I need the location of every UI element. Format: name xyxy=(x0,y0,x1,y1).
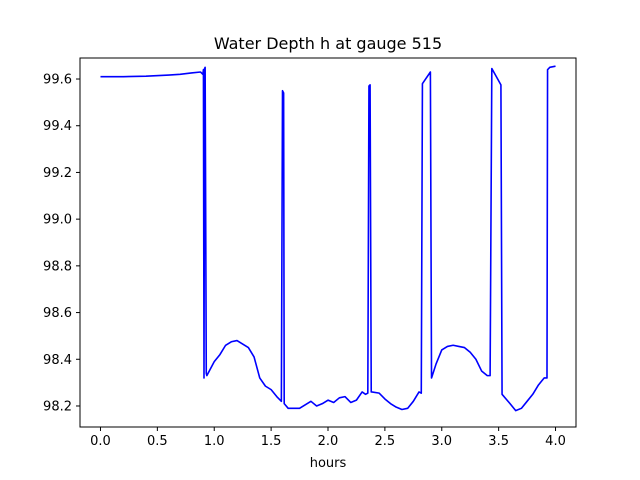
y-axis: 98.2 98.4 98.6 98.8 99.0 99.2 99.4 99.6 xyxy=(43,73,80,414)
x-tick-label: 2.0 xyxy=(318,434,339,449)
chart-title: Water Depth h at gauge 515 xyxy=(214,34,442,53)
x-tick-label: 1.0 xyxy=(204,434,225,449)
x-tick-label: 3.5 xyxy=(488,434,509,449)
y-tick-label: 98.2 xyxy=(43,399,72,414)
y-tick-label: 99.4 xyxy=(43,119,72,134)
x-tick-label: 4.0 xyxy=(545,434,566,449)
y-tick-label: 99.6 xyxy=(43,73,72,88)
x-tick-label: 2.5 xyxy=(375,434,396,449)
x-axis: 0.0 0.5 1.0 1.5 2.0 2.5 3.0 3.5 4.0 xyxy=(90,427,566,449)
plot-area xyxy=(79,57,577,428)
x-tick-label: 0.0 xyxy=(90,434,111,449)
y-tick-label: 99.0 xyxy=(43,213,72,228)
y-tick-label: 98.8 xyxy=(43,259,72,274)
x-tick-label: 1.5 xyxy=(261,434,282,449)
x-axis-label: hours xyxy=(310,456,347,471)
y-tick-label: 98.6 xyxy=(43,306,72,321)
x-tick-label: 0.5 xyxy=(147,434,168,449)
y-tick-label: 99.2 xyxy=(43,166,72,181)
series-line-water-depth xyxy=(100,65,556,412)
y-tick-label: 98.4 xyxy=(43,353,72,368)
x-tick-label: 3.0 xyxy=(431,434,452,449)
